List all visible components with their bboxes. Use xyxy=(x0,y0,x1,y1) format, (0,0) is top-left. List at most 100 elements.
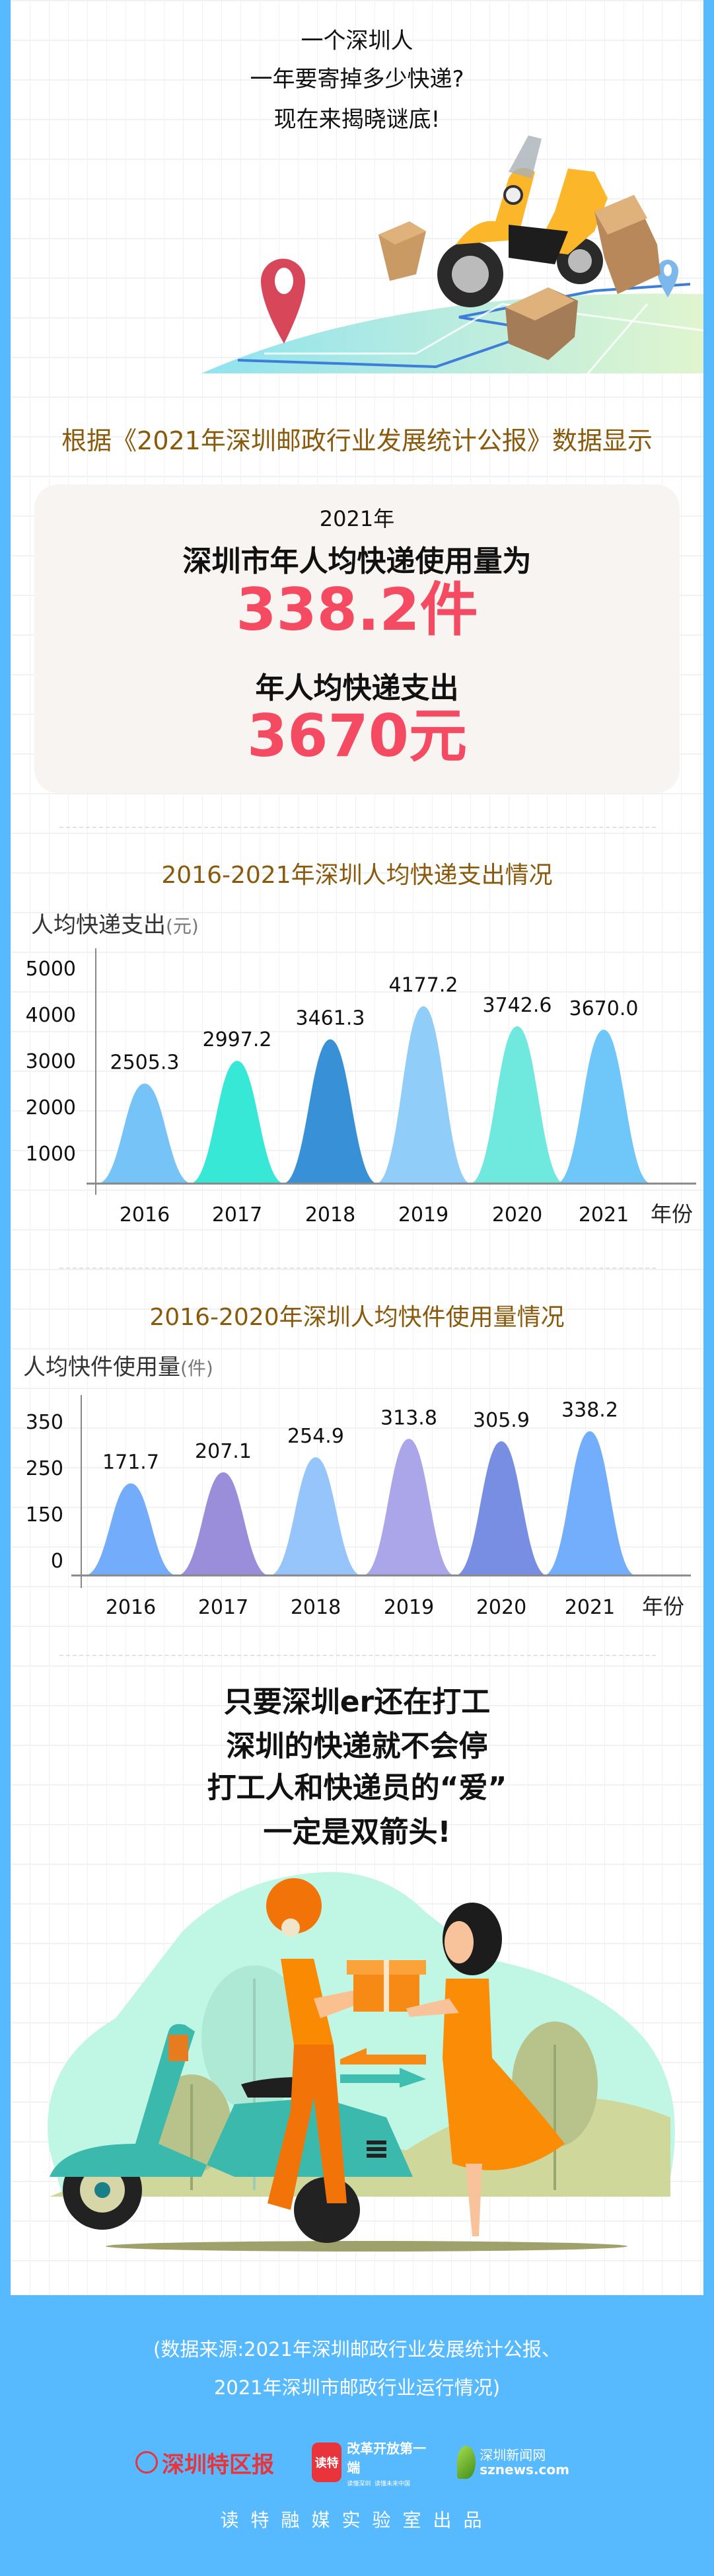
sznews-domain: sznews.com xyxy=(480,2462,569,2478)
peak-2017 xyxy=(177,1472,269,1575)
chart2-ylabel-unit: (件) xyxy=(180,1357,213,1379)
chart1-ylabel: 人均快递支出(元) xyxy=(31,907,199,939)
value-label-2020: 305.9 xyxy=(473,1409,530,1432)
y-tick-250: 250 xyxy=(26,1457,63,1480)
credit-line: 读特融媒实验室出品 xyxy=(220,2509,494,2531)
peak-2017 xyxy=(190,1061,285,1184)
y-tick-150: 150 xyxy=(26,1503,63,1527)
value-label-2018: 254.9 xyxy=(287,1425,344,1448)
y-tick-1000: 1000 xyxy=(26,1143,76,1166)
blue-location-pin-icon xyxy=(657,260,678,297)
peak-2021 xyxy=(556,1030,651,1184)
stats-card xyxy=(34,484,680,793)
chart1-ylabel-unit: (元) xyxy=(166,915,199,937)
x-tick-2021: 2021 xyxy=(565,1596,615,1619)
value-label-2018: 3461.3 xyxy=(296,1007,365,1030)
y-tick-2000: 2000 xyxy=(26,1096,76,1119)
sztqb-emblem-icon xyxy=(135,2451,158,2474)
route-line xyxy=(237,283,691,369)
sztqb-logo: 深圳特区报 xyxy=(135,2445,284,2480)
red-location-pin-icon xyxy=(261,258,305,344)
section-divider xyxy=(59,1268,656,1269)
chart1-title: 2016-2021年深圳人均快递支出情况 xyxy=(161,862,553,889)
intro-line-1: 一个深圳人 xyxy=(301,28,413,54)
value-label-2021: 3670.0 xyxy=(569,997,639,1020)
sznews-cn-name: 深圳新闻网 xyxy=(480,2447,546,2463)
x-tick-2018: 2018 xyxy=(291,1596,341,1619)
x-tick-2016: 2016 xyxy=(106,1596,156,1619)
chart1-ylabel-text: 人均快递支出 xyxy=(31,912,166,938)
peak-2020 xyxy=(470,1026,565,1184)
dute-app-icon: 读特 xyxy=(312,2443,342,2482)
value-label-2019: 4177.2 xyxy=(389,974,458,997)
spend-label: 年人均快递支出 xyxy=(255,671,459,705)
closing-line-3: 打工人和快递员的“爱” xyxy=(207,1771,507,1805)
dute-slogan: 改革开放第一端 xyxy=(347,2440,427,2476)
value-label-2016: 171.7 xyxy=(102,1451,159,1474)
peak-2021 xyxy=(544,1431,636,1575)
gift-box-icon xyxy=(347,1960,426,2012)
usage-value: 338.2件 xyxy=(236,576,478,644)
sznews-logo: 深圳新闻网 sznews.com xyxy=(457,2445,569,2480)
x-axis-label: 年份 xyxy=(651,1201,693,1227)
courier-handover-illustration xyxy=(48,1872,675,2252)
x-tick-2017: 2017 xyxy=(198,1596,248,1619)
stats-year: 2021年 xyxy=(319,506,395,531)
chart2-svg: 171.7 2016 207.1 2017 254.9 2018 313.8 2019 305.… xyxy=(26,1395,691,1619)
x-tick-2019: 2019 xyxy=(398,1203,448,1227)
intro-line-3: 现在来揭晓谜底! xyxy=(273,106,441,133)
y-tick-5000: 5000 xyxy=(26,958,76,981)
parcel-box-icon xyxy=(594,195,660,294)
usage-label: 深圳市年人均快递使用量为 xyxy=(182,545,532,578)
value-label-2016: 2505.3 xyxy=(110,1051,180,1075)
courier-figure xyxy=(266,1878,383,2210)
peak-2018 xyxy=(269,1457,362,1575)
y-tick-3000: 3000 xyxy=(26,1050,76,1073)
x-axis-label: 年份 xyxy=(642,1594,684,1619)
y-tick-350: 350 xyxy=(26,1411,63,1434)
x-tick-2021: 2021 xyxy=(579,1203,629,1227)
customer-figure xyxy=(406,1903,565,2236)
closing-line-2: 深圳的快递就不会停 xyxy=(226,1729,488,1763)
x-tick-2020: 2020 xyxy=(476,1596,526,1619)
closing-line-4: 一定是双箭头! xyxy=(263,1815,451,1849)
dute-logo: 读特 改革开放第一端 读懂深圳 读懂未来中国 xyxy=(312,2441,434,2487)
value-label-2019: 313.8 xyxy=(380,1406,437,1429)
y-tick-0: 0 xyxy=(51,1550,63,1573)
x-tick-2016: 2016 xyxy=(120,1203,170,1227)
x-tick-2018: 2018 xyxy=(305,1203,355,1227)
y-tick-4000: 4000 xyxy=(26,1004,76,1027)
chart2-title: 2016-2020年深圳人均快件使用量情况 xyxy=(149,1304,565,1331)
x-tick-2019: 2019 xyxy=(384,1596,434,1619)
peak-2018 xyxy=(283,1039,378,1184)
value-label-2020: 3742.6 xyxy=(483,994,552,1017)
peak-2020 xyxy=(455,1441,548,1575)
chart1-svg: 2505.3 2016 2997.2 2017 3461.3 2018 4177.2 2019… xyxy=(26,948,696,1227)
value-label-2017: 207.1 xyxy=(195,1440,252,1463)
peak-2016 xyxy=(85,1483,177,1575)
intro-line-2: 一年要寄掉多少快递? xyxy=(250,66,464,93)
dute-subtitle: 读懂深圳 读懂未来中国 xyxy=(347,2480,410,2487)
spend-value: 3670元 xyxy=(247,702,467,770)
data-source-heading: 根据《2021年深圳邮政行业发展统计公报》数据显示 xyxy=(61,426,653,455)
sznews-leaf-icon xyxy=(457,2446,476,2479)
x-tick-2017: 2017 xyxy=(212,1203,262,1227)
peak-2016 xyxy=(97,1083,192,1184)
parcel-box-icon xyxy=(378,221,426,281)
parcel-box-icon xyxy=(505,287,578,360)
section-divider xyxy=(59,827,656,828)
exchange-arrows-icon xyxy=(340,2048,426,2088)
sztqb-logo-text: 深圳特区报 xyxy=(162,2451,274,2478)
source-line-1: (数据来源:2021年深圳邮政行业发展统计公报、 xyxy=(153,2338,561,2361)
peak-2019 xyxy=(376,1006,471,1184)
x-tick-2020: 2020 xyxy=(492,1203,542,1227)
value-label-2017: 2997.2 xyxy=(203,1028,272,1051)
closing-line-1: 只要深圳er还在打工 xyxy=(223,1685,491,1719)
source-line-2: 2021年深圳市邮政行业运行情况) xyxy=(213,2376,501,2399)
yellow-scooter xyxy=(437,135,608,307)
chart2-ylabel: 人均快件使用量(件) xyxy=(23,1349,213,1381)
value-label-2021: 338.2 xyxy=(561,1399,618,1422)
section-divider xyxy=(59,1655,656,1656)
delivery-scooter-illustration xyxy=(201,135,703,374)
peak-2019 xyxy=(363,1439,455,1575)
